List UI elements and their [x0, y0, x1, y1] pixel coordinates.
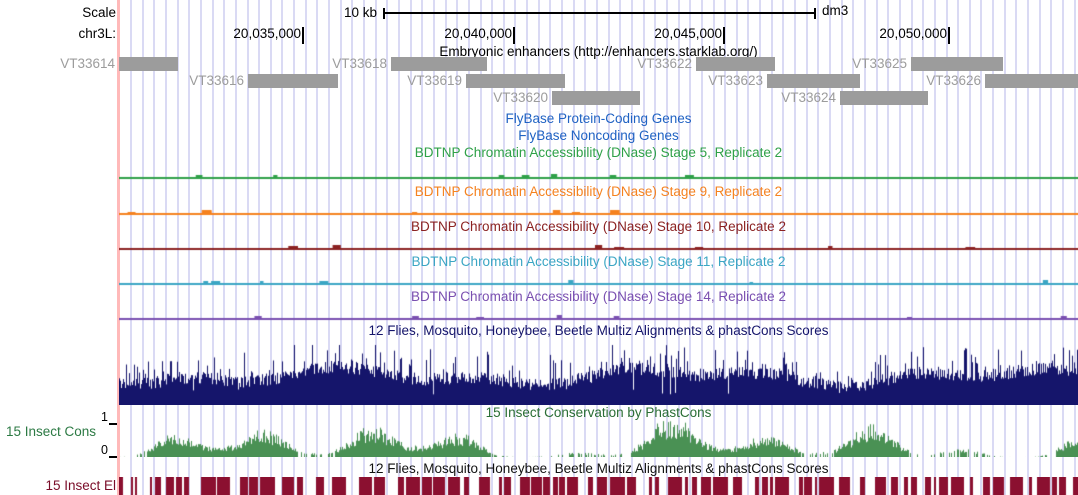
enhancer-region-box[interactable] [248, 74, 338, 88]
enhancer-region-box[interactable] [696, 57, 775, 71]
dnase-stage11-wiggle-track[interactable] [119, 277, 1078, 286]
track-title-dnase-stage11[interactable]: BDTNP Chromatin Accessibility (DNase) St… [411, 254, 786, 269]
elements-left-label[interactable]: 15 Insect El [45, 478, 116, 493]
track-title-dnase-stage5[interactable]: BDTNP Chromatin Accessibility (DNase) St… [414, 145, 783, 160]
conservation-wiggle-track[interactable] [119, 419, 1078, 457]
ruler-tick-mark [302, 27, 304, 44]
ruler-tick-mark [723, 27, 725, 44]
track-title-flybase-coding[interactable]: FlyBase Protein-Coding Genes [505, 111, 692, 126]
dnase-stage5-wiggle-track[interactable] [119, 171, 1078, 180]
track-title-multiz-elements[interactable]: 12 Flies, Mosquito, Honeybee, Beetle Mul… [368, 461, 829, 476]
ruler-position-label[interactable]: 20,050,000 [879, 26, 947, 41]
track-title-dnase-stage9[interactable]: BDTNP Chromatin Accessibility (DNase) St… [414, 184, 783, 199]
enhancer-region-label: VT33614 [60, 56, 115, 71]
enhancer-region-label: VT33624 [781, 90, 836, 105]
track-title-dnase-stage10[interactable]: BDTNP Chromatin Accessibility (DNase) St… [411, 219, 786, 234]
ruler-tick-mark [513, 27, 515, 44]
ruler-position-label[interactable]: 20,045,000 [654, 26, 722, 41]
enhancer-region-label: VT33623 [708, 73, 763, 88]
enhancer-region-box[interactable] [119, 57, 178, 71]
enhancer-region-label: VT33620 [493, 90, 548, 105]
enhancer-region-label: VT33616 [189, 73, 244, 88]
ruler-position-label[interactable]: 20,035,000 [233, 26, 301, 41]
enhancer-region-label: VT33625 [852, 56, 907, 71]
enhancer-region-box[interactable] [466, 74, 565, 88]
scale-bar-left-end [383, 8, 385, 19]
conserved-elements-track[interactable] [119, 477, 1078, 495]
dnase-stage9-wiggle-track[interactable] [119, 207, 1078, 216]
enhancer-region-box[interactable] [552, 91, 640, 105]
conservation-axis-min-tick [109, 456, 117, 458]
scale-caption: Scale [82, 5, 116, 20]
ruler-tick-mark [948, 27, 950, 44]
multiz-density-track[interactable] [119, 344, 1078, 405]
enhancer-region-label: VT33618 [332, 56, 387, 71]
conservation-axis-max: 1 [101, 410, 108, 424]
chromosome-caption: chr3L: [78, 26, 116, 41]
track-title-dnase-stage14[interactable]: BDTNP Chromatin Accessibility (DNase) St… [411, 289, 786, 304]
enhancer-region-box[interactable] [985, 74, 1078, 88]
scale-bar-right-end [814, 8, 816, 19]
enhancer-region-label: VT33626 [926, 73, 981, 88]
view-start-marker-line [117, 0, 120, 495]
dnase-stage10-wiggle-track[interactable] [119, 242, 1078, 251]
track-title-multiz[interactable]: 12 Flies, Mosquito, Honeybee, Beetle Mul… [368, 323, 829, 338]
ruler-position-label[interactable]: 20,040,000 [444, 26, 512, 41]
conservation-left-label[interactable]: 15 Insect Cons [5, 424, 96, 439]
enhancer-region-box[interactable] [911, 57, 1003, 71]
enhancer-region-box[interactable] [767, 74, 860, 88]
conservation-axis-max-tick [109, 423, 117, 425]
enhancer-region-label: VT33622 [637, 56, 692, 71]
conservation-axis-min: 0 [101, 443, 108, 457]
dnase-stage14-wiggle-track[interactable] [119, 312, 1078, 321]
enhancer-region-box[interactable] [391, 57, 487, 71]
scale-bar-label: 10 kb [343, 5, 377, 20]
assembly-label: dm3 [822, 3, 849, 18]
enhancer-region-label: VT33619 [407, 73, 462, 88]
track-title-conservation[interactable]: 15 Insect Conservation by PhastCons [485, 405, 712, 420]
track-title-flybase-noncoding[interactable]: FlyBase Noncoding Genes [518, 128, 679, 143]
enhancer-track-title[interactable]: Embryonic enhancers (http://enhancers.st… [439, 44, 758, 59]
enhancer-region-box[interactable] [840, 91, 928, 105]
scale-bar [384, 12, 815, 14]
